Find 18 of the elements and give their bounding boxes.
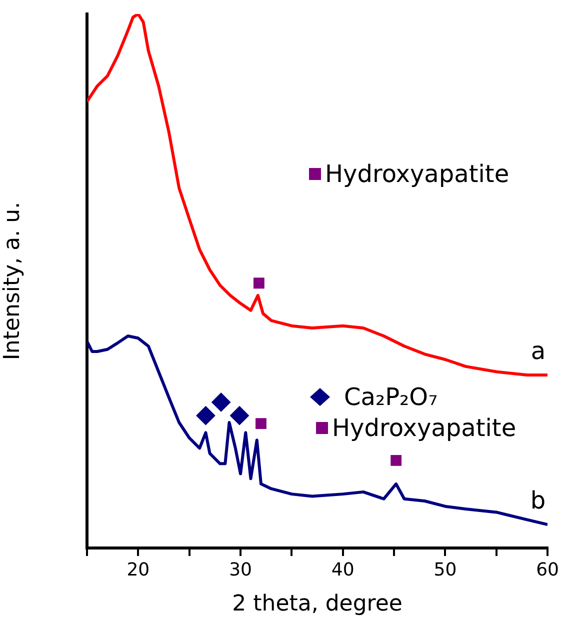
x-tick-label: 20 [126, 559, 150, 580]
x-tick-label: 60 [536, 559, 559, 580]
point [253, 278, 264, 289]
legend-label: Ca₂P₂O₇ [344, 383, 438, 412]
series-label: b [530, 486, 546, 515]
x-tick-label: 40 [331, 559, 354, 580]
point [230, 406, 249, 426]
x-axis-title: 2 theta, degree [232, 592, 402, 617]
legend-label: Hydroxyapatite [332, 414, 516, 442]
x-tick-label: 30 [229, 559, 252, 580]
point [390, 454, 402, 466]
series-label: a [530, 337, 546, 366]
y-axis-title: Intensity, a. u. [0, 202, 25, 360]
point [256, 418, 266, 430]
x-tick-label: 50 [434, 559, 457, 580]
legend-label: Hydroxyapatite [325, 160, 510, 188]
point [196, 406, 216, 426]
point [212, 392, 231, 412]
